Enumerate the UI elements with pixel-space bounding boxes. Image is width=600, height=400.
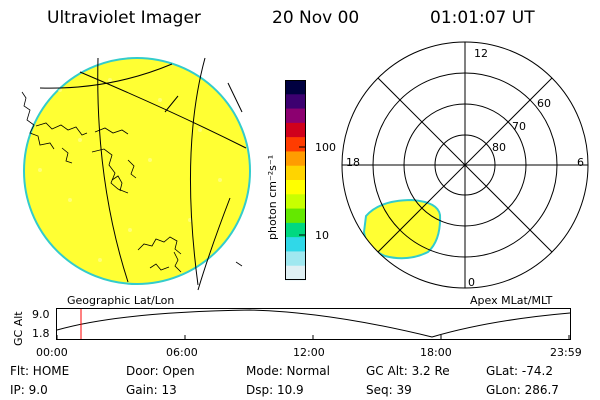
colorbar-band <box>285 251 306 267</box>
colorbar <box>285 80 306 281</box>
geo-grid-meridian <box>189 57 206 286</box>
altitude-curve <box>56 309 571 338</box>
glon-field: GLon: 286.7 <box>486 383 559 397</box>
geo-panel-caption: Geographic Lat/Lon <box>67 294 175 307</box>
polar-map <box>341 41 589 289</box>
geo-grid-meridian <box>197 197 231 291</box>
ip-field: IP: 9.0 <box>10 383 48 397</box>
mlt-label-6: 6 <box>577 156 584 169</box>
colorbar-band <box>285 151 306 167</box>
time-tick-0000: 00:00 <box>36 346 68 359</box>
time-tick-1800: 18:00 <box>420 346 452 359</box>
coastline-outline <box>21 91 243 273</box>
colorbar-band <box>285 137 306 152</box>
colorbar-band <box>285 108 306 124</box>
seq-field: Seq: 39 <box>366 383 412 397</box>
instrument-title: Ultraviolet Imager <box>47 8 201 28</box>
altitude-axis-label: GC Alt <box>12 311 25 346</box>
colorbar-band <box>285 122 306 138</box>
geo-grid-parallel <box>39 63 173 89</box>
colorbar-tick-100: 100 <box>315 141 336 154</box>
time-tick-2359: 23:59 <box>550 346 582 359</box>
colorbar-band <box>285 94 306 110</box>
time-tick-1200: 12:00 <box>293 346 325 359</box>
geographic-map <box>21 57 251 291</box>
polar-panel-caption: Apex MLat/MLT <box>470 294 553 307</box>
altitude-plot <box>56 308 571 340</box>
mlt-label-0: 0 <box>468 276 475 289</box>
mode-field: Mode: Normal <box>246 364 330 378</box>
geo-grid-meridian <box>97 57 129 283</box>
door-field: Door: Open <box>126 364 195 378</box>
colorbar-band <box>285 208 306 224</box>
colorbar-band <box>285 265 306 281</box>
mlat-label-70: 70 <box>512 120 526 133</box>
colorbar-band <box>285 165 306 181</box>
mlt-label-18: 18 <box>346 156 360 169</box>
altitude-tick-1-8: 1.8 <box>32 327 50 340</box>
colorbar-tick-10: 10 <box>315 229 329 242</box>
altitude-tick-9: 9.0 <box>32 308 50 321</box>
time-label: 01:01:07 UT <box>430 8 535 28</box>
gain-field: Gain: 13 <box>126 383 177 397</box>
colorbar-band <box>285 237 306 252</box>
colorbar-unit-label: photon cm⁻²s⁻¹ <box>266 154 279 240</box>
glat-field: GLat: -74.2 <box>486 364 553 378</box>
dsp-field: Dsp: 10.9 <box>246 383 304 397</box>
colorbar-band <box>285 80 306 95</box>
geo-disk <box>23 57 251 285</box>
colorbar-band <box>285 194 306 210</box>
colorbar-band <box>285 222 306 238</box>
time-tick-0600: 06:00 <box>166 346 198 359</box>
mlt-label-12: 12 <box>474 47 488 60</box>
mlat-label-60: 60 <box>537 97 551 110</box>
colorbar-band <box>285 180 306 195</box>
mlat-label-80: 80 <box>492 141 506 154</box>
date-label: 20 Nov 00 <box>272 8 360 28</box>
gc-alt-field: GC Alt: 3.2 Re <box>366 364 450 378</box>
flight-field: Flt: HOME <box>10 364 70 378</box>
